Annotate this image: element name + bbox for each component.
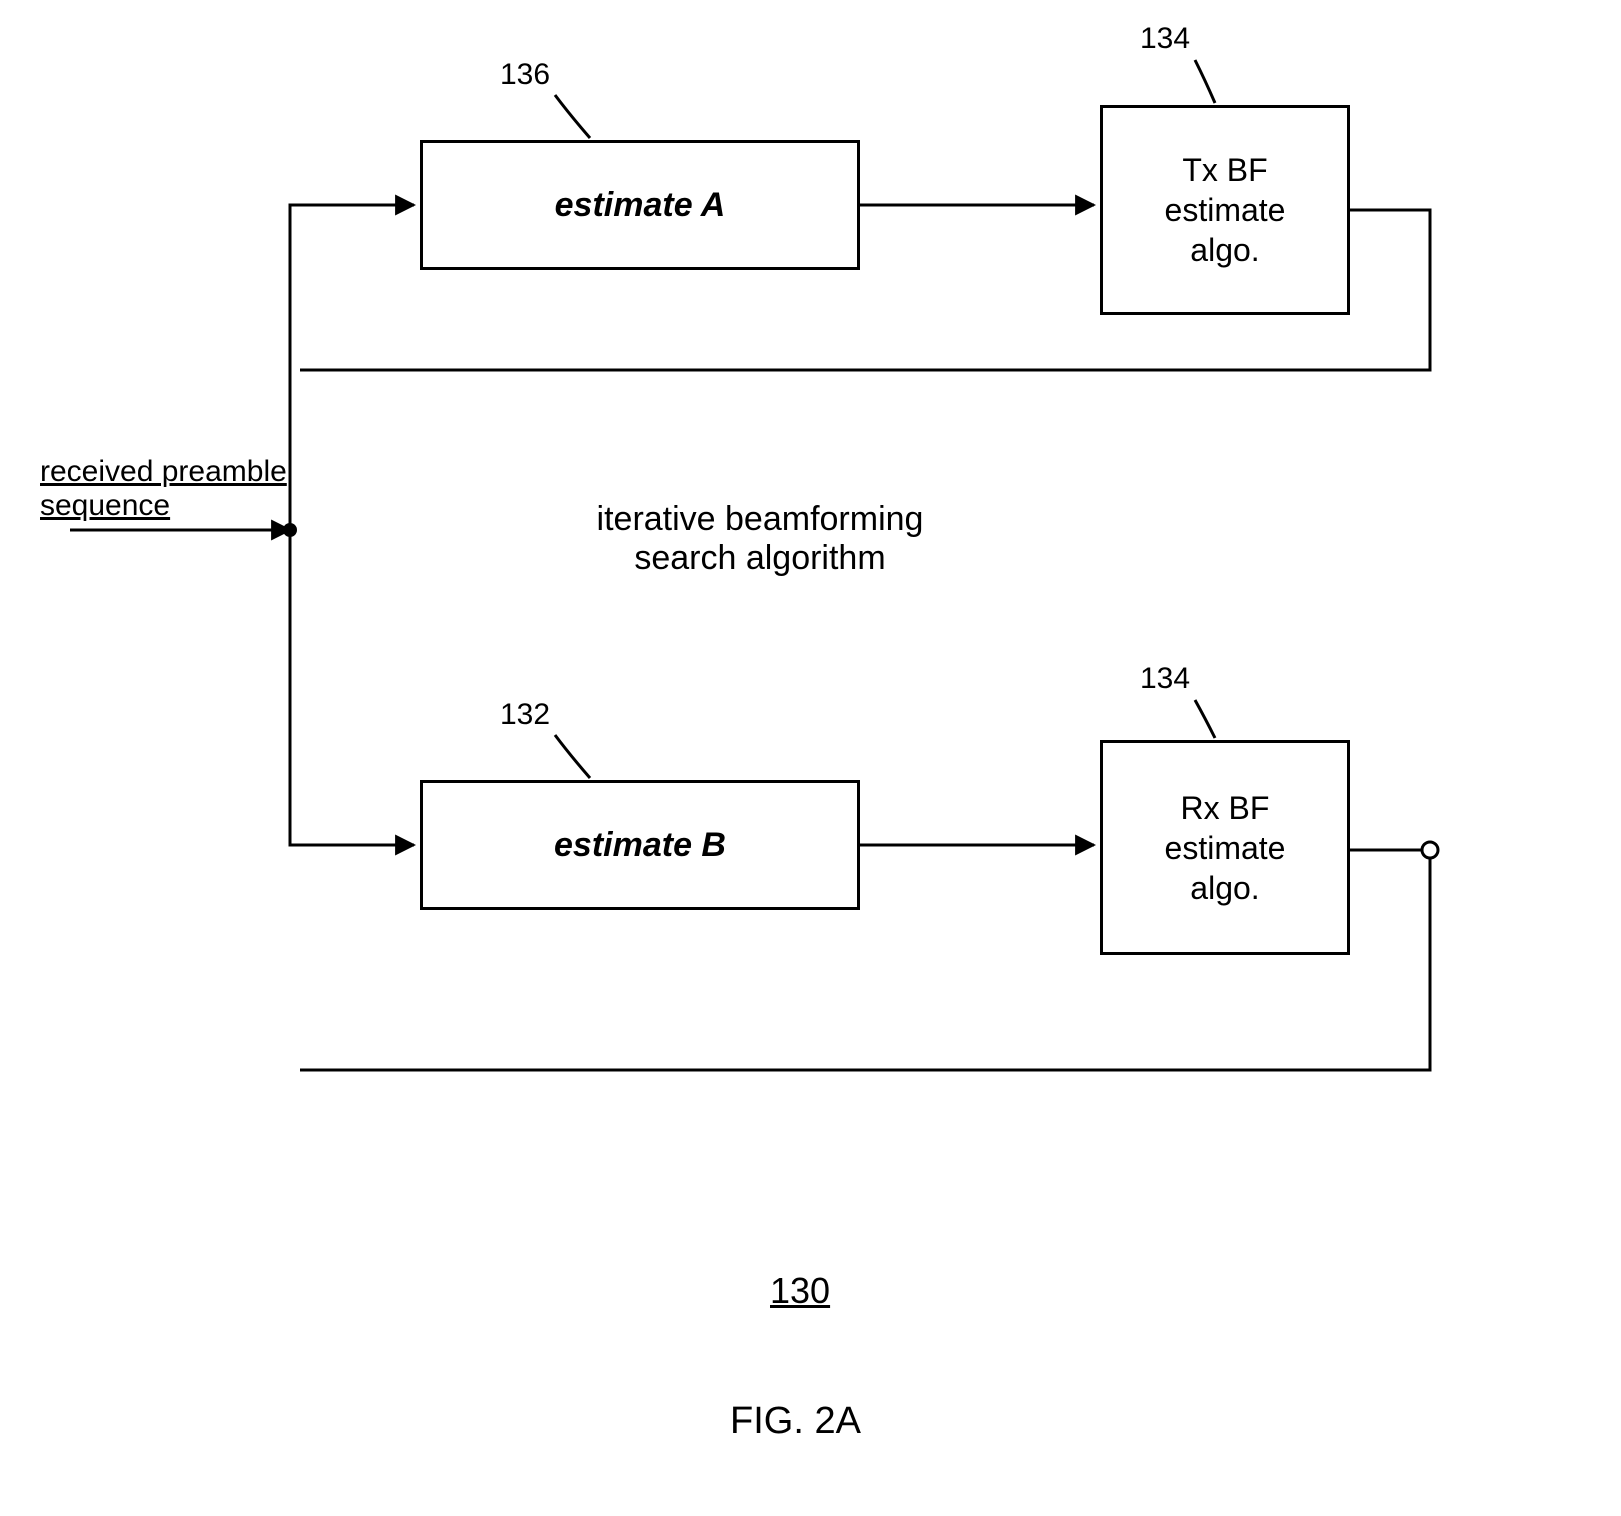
rx-bf-label: Rx BF estimate algo. bbox=[1165, 788, 1286, 908]
ref-132: 132 bbox=[500, 698, 550, 732]
ref-134-top: 134 bbox=[1140, 22, 1190, 56]
estimate-a-label: estimate A bbox=[555, 186, 726, 225]
algorithm-title: iterative beamforming search algorithm bbox=[520, 500, 1000, 578]
input-label: received preamble sequence bbox=[40, 455, 287, 523]
node-estimate-a: estimate A bbox=[420, 140, 860, 270]
node-rx-bf: Rx BF estimate algo. bbox=[1100, 740, 1350, 955]
ref-134-bottom: 134 bbox=[1140, 662, 1190, 696]
node-estimate-b: estimate B bbox=[420, 780, 860, 910]
estimate-b-label: estimate B bbox=[554, 826, 726, 865]
node-tx-bf: Tx BF estimate algo. bbox=[1100, 105, 1350, 315]
ref-136: 136 bbox=[500, 58, 550, 92]
figure-number: 130 bbox=[770, 1270, 830, 1312]
figure-caption: FIG. 2A bbox=[730, 1400, 861, 1443]
tx-bf-label: Tx BF estimate algo. bbox=[1165, 150, 1286, 270]
